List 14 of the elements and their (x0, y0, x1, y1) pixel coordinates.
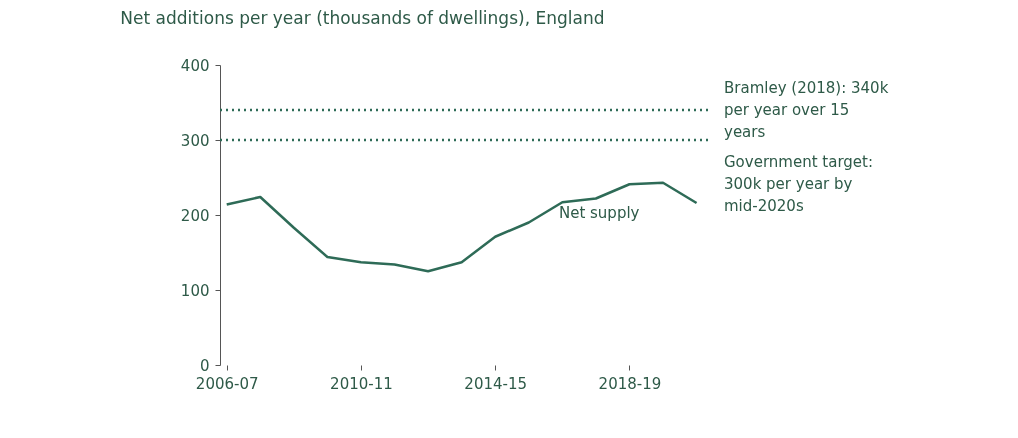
ref-line-label: Government target: 300k per year by mid-2020s (724, 153, 873, 215)
x-tick-label: 2018-19 (598, 374, 662, 393)
line-series (225, 181, 698, 273)
y-tick-label: 300 (180, 131, 210, 150)
y-tick-label: 200 (180, 206, 210, 225)
x-tick-label: 2006-07 (195, 374, 259, 393)
x-tick-label: 2010-11 (330, 374, 393, 393)
y-tick-label: 0 (199, 356, 210, 375)
series-label: Net supply (558, 204, 640, 223)
y-tick-label: 100 (180, 281, 210, 300)
chart-title: Net additions per year (thousands of dwellings), England (120, 8, 605, 28)
y-tick-label: 400 (180, 56, 210, 75)
x-tick-label: 2014-15 (464, 374, 528, 393)
ref-line-label: Bramley (2018): 340k per year over 15 years (724, 79, 889, 141)
